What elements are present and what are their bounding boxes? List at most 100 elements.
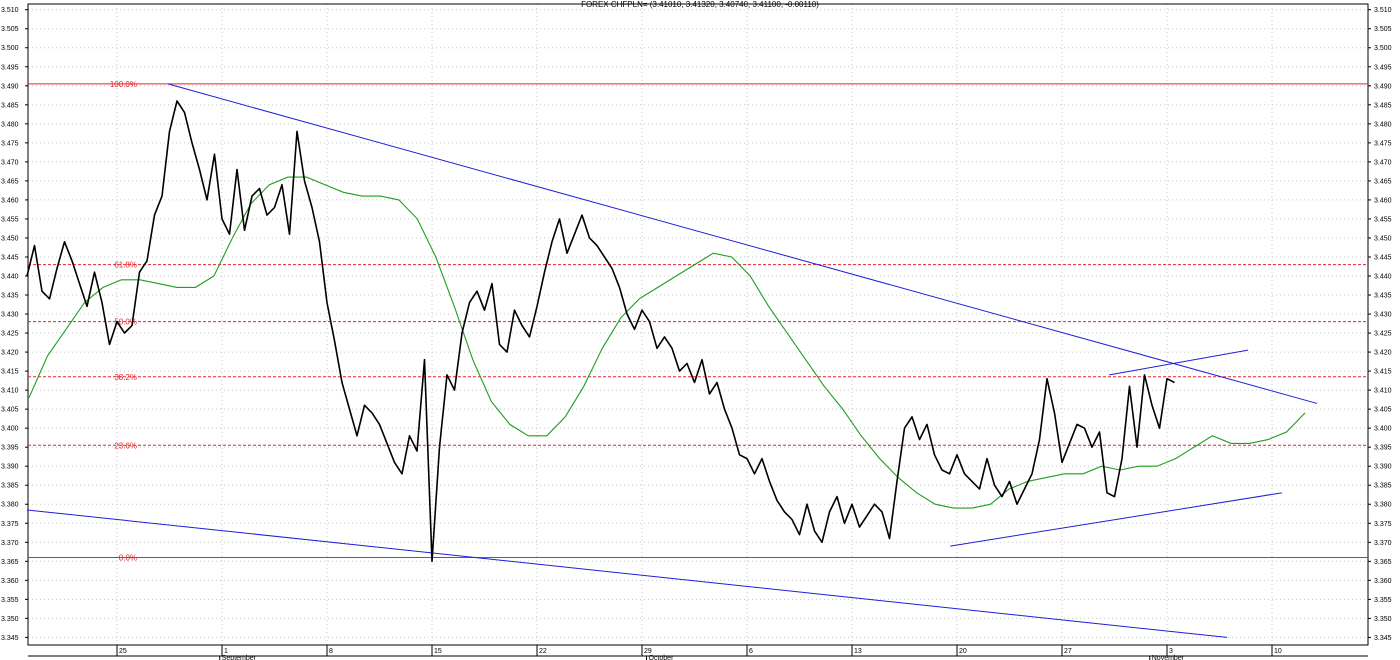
y-tick-label-right: 3.365 bbox=[1374, 559, 1392, 566]
fibonacci-label: 100.0% bbox=[110, 80, 137, 89]
month-label: October bbox=[649, 655, 675, 660]
y-tick-label-right: 3.415 bbox=[1374, 369, 1392, 376]
x-tick-label: 29 bbox=[644, 648, 652, 655]
y-tick-label-right: 3.410 bbox=[1374, 388, 1392, 395]
y-tick-label-left: 3.440 bbox=[1, 273, 19, 280]
trendline bbox=[26, 509, 1228, 638]
y-tick-label-right: 3.495 bbox=[1374, 64, 1392, 71]
plot-frame bbox=[27, 3, 1369, 657]
y-tick-label-left: 3.385 bbox=[1, 483, 19, 490]
y-tick-label-left: 3.400 bbox=[1, 426, 19, 433]
y-tick-label-left: 3.495 bbox=[1, 64, 19, 71]
x-tick-label: 27 bbox=[1064, 648, 1072, 655]
y-tick-label-right: 3.445 bbox=[1374, 254, 1392, 261]
price-line bbox=[26, 100, 1175, 563]
y-tick-label-left: 3.490 bbox=[1, 83, 19, 90]
y-tick-label-left: 3.375 bbox=[1, 521, 19, 528]
y-tick-label-right: 3.430 bbox=[1374, 312, 1392, 319]
trendline bbox=[167, 83, 1318, 404]
y-tick-label-right: 3.390 bbox=[1374, 464, 1392, 471]
y-tick-label-right: 3.485 bbox=[1374, 102, 1392, 109]
y-tick-label-left: 3.465 bbox=[1, 178, 19, 185]
y-tick-label-right: 3.475 bbox=[1374, 140, 1392, 147]
y-tick-label-right: 3.420 bbox=[1374, 350, 1392, 357]
fibonacci-label: 50.0% bbox=[114, 318, 137, 327]
grid-lines bbox=[28, 4, 1368, 645]
trendline bbox=[950, 492, 1282, 547]
y-tick-label-right: 3.385 bbox=[1374, 483, 1392, 490]
x-tick-label: 10 bbox=[1274, 648, 1282, 655]
month-label: November bbox=[1152, 655, 1185, 660]
fibonacci-label: 23.6% bbox=[114, 441, 137, 450]
y-tick-label-left: 3.365 bbox=[1, 559, 19, 566]
y-tick-label-right: 3.375 bbox=[1374, 521, 1392, 528]
x-tick-label: 6 bbox=[749, 648, 753, 655]
trendlines bbox=[26, 83, 1318, 638]
price-series bbox=[26, 100, 1306, 563]
y-tick-label-right: 3.405 bbox=[1374, 407, 1392, 414]
y-tick-label-right: 3.355 bbox=[1374, 597, 1392, 604]
y-tick-label-right: 3.395 bbox=[1374, 445, 1392, 452]
x-tick-label: 8 bbox=[329, 648, 333, 655]
y-tick-label-left: 3.355 bbox=[1, 597, 19, 604]
moving-average-line bbox=[28, 176, 1306, 509]
y-tick-label-left: 3.405 bbox=[1, 407, 19, 414]
y-tick-label-right: 3.510 bbox=[1374, 7, 1392, 14]
trendline bbox=[1109, 349, 1249, 376]
y-tick-label-right: 3.400 bbox=[1374, 426, 1392, 433]
y-tick-label-left: 3.360 bbox=[1, 578, 19, 585]
y-tick-label-left: 3.420 bbox=[1, 350, 19, 357]
x-tick-label: 3 bbox=[1169, 648, 1173, 655]
y-tick-label-left: 3.450 bbox=[1, 235, 19, 242]
fibonacci-label: 0.0% bbox=[119, 554, 137, 563]
fibonacci-label: 38.2% bbox=[114, 373, 137, 382]
y-tick-label-left: 3.345 bbox=[1, 635, 19, 642]
y-tick-label-left: 3.390 bbox=[1, 464, 19, 471]
y-tick-label-left: 3.445 bbox=[1, 254, 19, 261]
y-tick-label-left: 3.435 bbox=[1, 293, 19, 300]
y-tick-label-right: 3.505 bbox=[1374, 26, 1392, 33]
y-tick-label-left: 3.500 bbox=[1, 45, 19, 52]
y-tick-label-left: 3.410 bbox=[1, 388, 19, 395]
y-tick-label-left: 3.505 bbox=[1, 26, 19, 33]
y-tick-label-right: 3.350 bbox=[1374, 616, 1392, 623]
y-tick-label-right: 3.440 bbox=[1374, 273, 1392, 280]
y-tick-label-right: 3.345 bbox=[1374, 635, 1392, 642]
y-tick-label-left: 3.370 bbox=[1, 540, 19, 547]
x-axis: 25 1 8 15 22 29 6 13 20 27 3 10 September October Nove… bbox=[116, 645, 1282, 660]
month-label: September bbox=[222, 655, 257, 660]
y-axis-right: 3.345 3.350 3.355 3.360 3.365 3.370 3.375 3.380… bbox=[1368, 7, 1392, 642]
y-tick-label-right: 3.425 bbox=[1374, 331, 1392, 338]
y-tick-label-right: 3.480 bbox=[1374, 121, 1392, 128]
y-tick-label-left: 3.350 bbox=[1, 616, 19, 623]
y-tick-label-right: 3.360 bbox=[1374, 578, 1392, 585]
y-tick-label-left: 3.415 bbox=[1, 369, 19, 376]
y-tick-label-left: 3.480 bbox=[1, 121, 19, 128]
y-tick-label-right: 3.460 bbox=[1374, 197, 1392, 204]
x-tick-label: 13 bbox=[854, 648, 862, 655]
y-tick-label-left: 3.430 bbox=[1, 312, 19, 319]
y-axis-left: 3.345 3.350 3.355 3.360 3.365 3.370 3.375 3.380… bbox=[1, 7, 28, 642]
y-tick-label-right: 3.380 bbox=[1374, 502, 1392, 509]
y-tick-label-left: 3.380 bbox=[1, 502, 19, 509]
y-tick-label-left: 3.460 bbox=[1, 197, 19, 204]
y-tick-label-left: 3.455 bbox=[1, 216, 19, 223]
x-tick-label: 20 bbox=[959, 648, 967, 655]
plot-border bbox=[27, 3, 1369, 646]
y-tick-label-right: 3.450 bbox=[1374, 235, 1392, 242]
y-tick-label-right: 3.500 bbox=[1374, 45, 1392, 52]
y-tick-label-right: 3.465 bbox=[1374, 178, 1392, 185]
y-tick-label-left: 3.470 bbox=[1, 159, 19, 166]
x-tick-label: 1 bbox=[224, 648, 228, 655]
y-tick-label-left: 3.425 bbox=[1, 331, 19, 338]
y-tick-label-right: 3.370 bbox=[1374, 540, 1392, 547]
fibonacci-label: 61.8% bbox=[114, 261, 137, 270]
x-tick-label: 22 bbox=[539, 648, 547, 655]
y-tick-label-right: 3.435 bbox=[1374, 293, 1392, 300]
y-tick-label-left: 3.510 bbox=[1, 7, 19, 14]
y-tick-label-left: 3.475 bbox=[1, 140, 19, 147]
y-tick-label-left: 3.485 bbox=[1, 102, 19, 109]
x-tick-label: 25 bbox=[119, 648, 127, 655]
